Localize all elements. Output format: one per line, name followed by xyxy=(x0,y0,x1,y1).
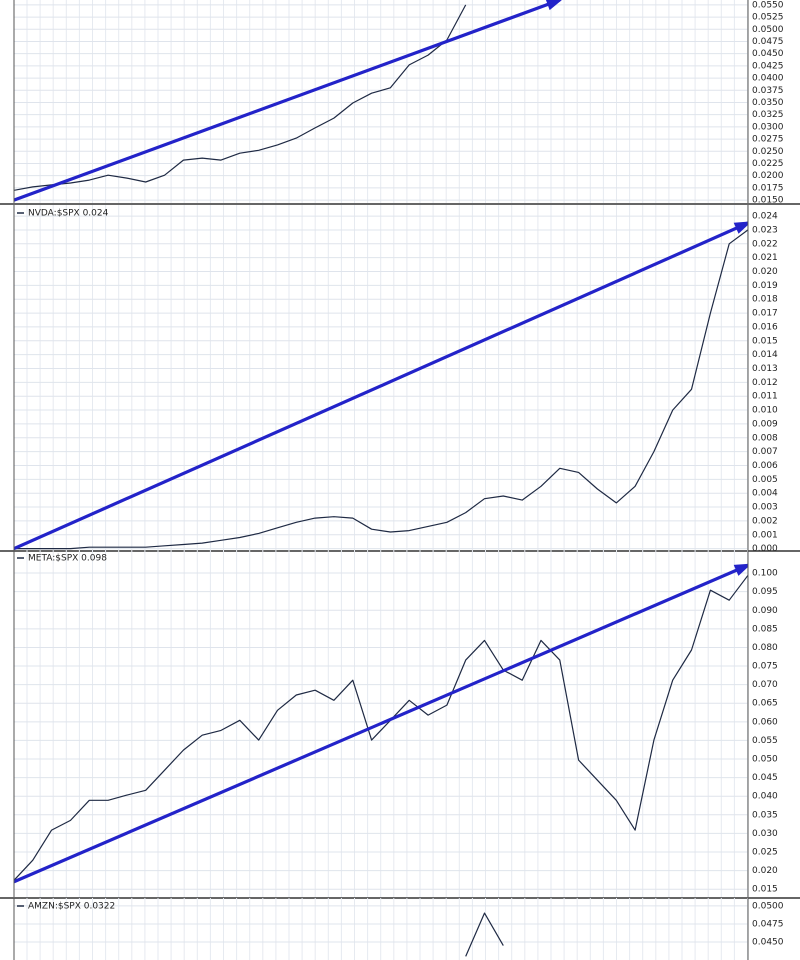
y-tick-label: 0.014 xyxy=(752,350,778,360)
y-tick-label: 0.0350 xyxy=(752,98,784,108)
y-tick-label: 0.0450 xyxy=(752,49,784,59)
y-tick-label: 0.0500 xyxy=(752,901,784,911)
y-tick-label: 0.0300 xyxy=(752,122,784,132)
trend-line xyxy=(14,0,561,202)
y-tick-label: 0.018 xyxy=(752,295,778,305)
y-tick-label: 0.045 xyxy=(752,773,778,783)
panel xyxy=(14,550,748,897)
panel-title: NVDA:$SPX 0.024 xyxy=(28,209,109,219)
y-tick-label: 0.012 xyxy=(752,378,778,388)
y-tick-label: 0.001 xyxy=(752,530,778,540)
y-tick-label: 0.0150 xyxy=(752,196,784,206)
y-tick-label: 0.050 xyxy=(752,755,778,765)
panel xyxy=(14,205,748,550)
y-tick-label: 0.023 xyxy=(752,225,778,235)
y-tick-label: 0.006 xyxy=(752,461,778,471)
y-tick-label: 0.020 xyxy=(752,866,778,876)
price-line xyxy=(14,5,503,190)
y-tick-label: 0.0325 xyxy=(752,110,784,120)
y-tick-label: 0.008 xyxy=(752,433,778,443)
y-tick-label: 0.0200 xyxy=(752,171,784,181)
panel xyxy=(14,0,748,203)
price-line xyxy=(14,229,748,550)
y-tick-label: 0.021 xyxy=(752,253,778,263)
y-tick-label: 0.040 xyxy=(752,792,778,802)
trend-arrow-head xyxy=(545,0,562,11)
y-tick-label: 0.0500 xyxy=(752,25,784,35)
y-tick-label: 0.000 xyxy=(752,544,778,554)
y-tick-label: 0.015 xyxy=(752,336,778,346)
y-tick-label: 0.055 xyxy=(752,736,778,746)
y-tick-label: 0.060 xyxy=(752,717,778,727)
y-tick-label: 0.035 xyxy=(752,810,778,820)
y-tick-label: 0.015 xyxy=(752,885,778,895)
y-tick-label: 0.013 xyxy=(752,364,778,374)
y-tick-label: 0.090 xyxy=(752,606,778,616)
y-tick-label: 0.017 xyxy=(752,309,778,319)
y-tick-label: 0.080 xyxy=(752,643,778,653)
y-tick-label: 0.007 xyxy=(752,447,778,457)
y-tick-label: 0.0425 xyxy=(752,61,784,71)
y-tick-label: 0.004 xyxy=(752,489,778,499)
trend-arrow-head xyxy=(733,563,748,576)
y-tick-label: 0.065 xyxy=(752,699,778,709)
y-tick-label: 0.0450 xyxy=(752,937,784,947)
y-tick-label: 0.0225 xyxy=(752,159,784,169)
y-tick-label: 0.009 xyxy=(752,419,778,429)
y-tick-label: 0.0175 xyxy=(752,183,784,193)
y-tick-label: 0.025 xyxy=(752,847,778,857)
panel-title: META:$SPX 0.098 xyxy=(28,554,107,564)
panel xyxy=(14,898,748,960)
y-tick-label: 0.0400 xyxy=(752,74,784,84)
y-tick-label: 0.016 xyxy=(752,322,778,332)
trend-arrow-head xyxy=(733,221,748,234)
panel-title: AMZN:$SPX 0.0322 xyxy=(28,902,115,912)
y-tick-label: 0.085 xyxy=(752,624,778,634)
y-tick-label: 0.095 xyxy=(752,587,778,597)
y-tick-label: 0.024 xyxy=(752,212,778,222)
trend-line xyxy=(14,563,748,884)
y-tick-label: 0.003 xyxy=(752,503,778,513)
y-tick-label: 0.019 xyxy=(752,281,778,291)
y-tick-label: 0.005 xyxy=(752,475,778,485)
y-tick-label: 0.020 xyxy=(752,267,778,277)
price-line xyxy=(14,574,748,881)
y-tick-label: 0.0250 xyxy=(752,147,784,157)
y-tick-label: 0.0375 xyxy=(752,86,784,96)
trend-line xyxy=(14,221,748,550)
y-tick-label: 0.070 xyxy=(752,680,778,690)
y-tick-label: 0.0475 xyxy=(752,37,784,47)
y-tick-label: 0.002 xyxy=(752,516,778,526)
y-tick-label: 0.010 xyxy=(752,406,778,416)
y-tick-label: 0.0525 xyxy=(752,13,784,23)
price-line xyxy=(465,912,504,957)
y-tick-label: 0.022 xyxy=(752,239,778,249)
y-tick-label: 0.0550 xyxy=(752,0,784,10)
y-tick-label: 0.100 xyxy=(752,569,778,579)
y-tick-label: 0.030 xyxy=(752,829,778,839)
y-tick-label: 0.075 xyxy=(752,662,778,672)
y-tick-label: 0.0275 xyxy=(752,135,784,145)
y-tick-label: 0.011 xyxy=(752,392,778,402)
y-tick-label: 0.0475 xyxy=(752,919,784,929)
